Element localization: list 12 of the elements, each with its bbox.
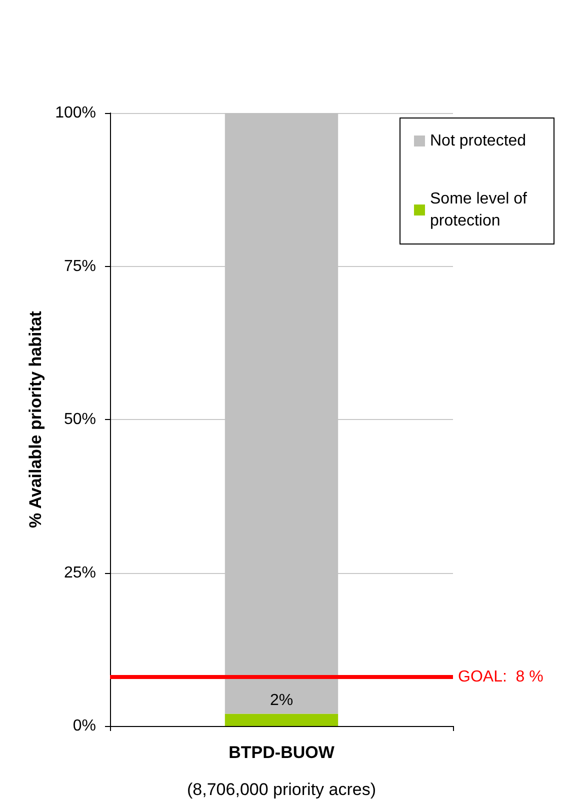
x-axis-title: (8,706,000 priority acres)	[187, 780, 376, 799]
y-tick-label: 25%	[64, 564, 96, 582]
x-tick-label: BTPD-BUOW	[228, 743, 336, 762]
legend-label: Some level of protection	[430, 190, 532, 230]
y-tick-label: 100%	[55, 104, 96, 122]
y-tick-label: 50%	[64, 411, 96, 428]
y-axis-title: % Available priority habitat	[26, 310, 46, 528]
y-tick-label: 75%	[64, 258, 96, 275]
data-label: 2%	[270, 692, 294, 710]
y-tick-label: 0%	[72, 718, 96, 734]
ref-line-label: GOAL: 8 %	[458, 668, 544, 686]
legend-label: Not protected	[430, 132, 526, 150]
